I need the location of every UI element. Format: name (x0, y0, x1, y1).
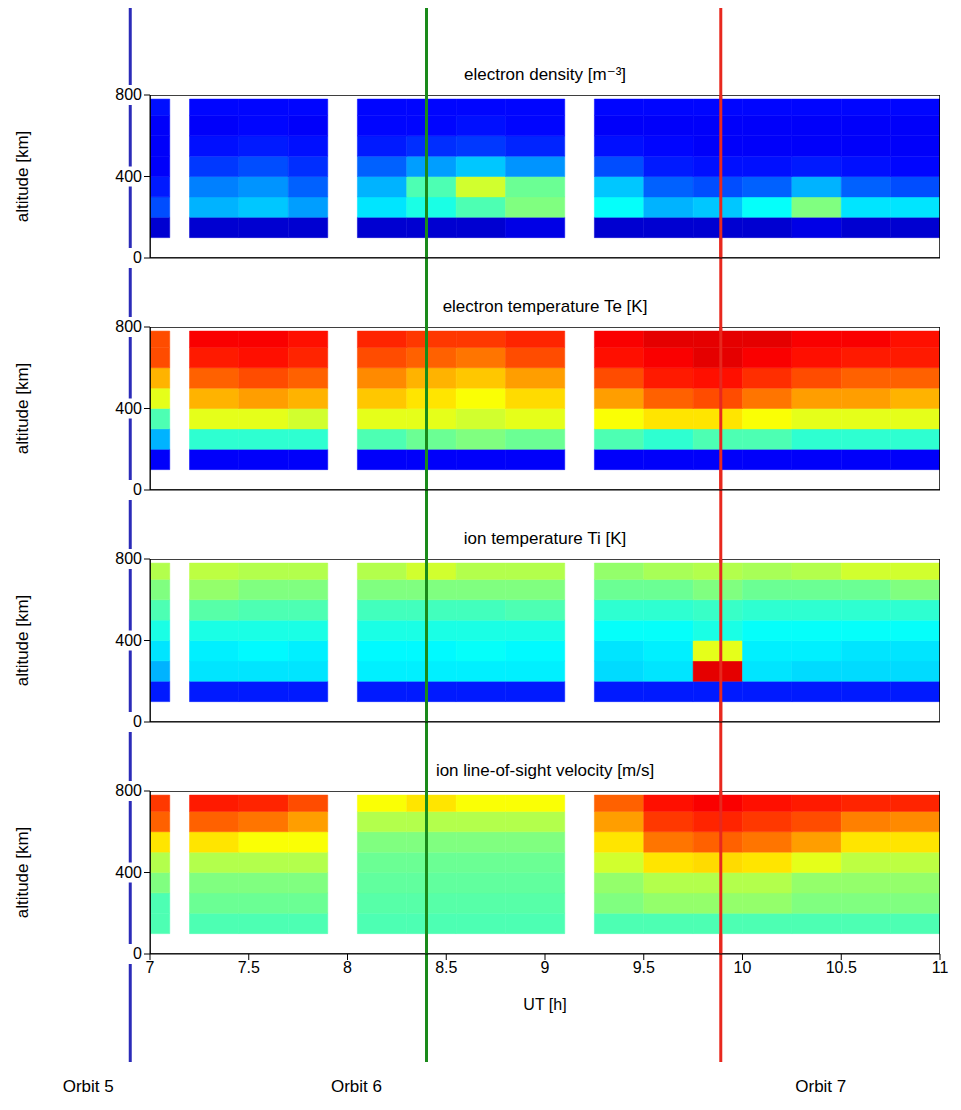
html-text:electron density [m⁻³]: electron density [m⁻³] (464, 65, 626, 84)
svg-text:9.5: 9.5 (633, 959, 655, 976)
svg-text:Orbit 5: Orbit 5 (63, 1077, 114, 1096)
svg-text:400: 400 (115, 632, 142, 649)
svg-text:800: 800 (115, 550, 142, 567)
svg-text:7.5: 7.5 (238, 959, 260, 976)
svg-text:800: 800 (115, 782, 142, 799)
svg-text:10.5: 10.5 (826, 959, 857, 976)
svg-text:10: 10 (734, 959, 752, 976)
svg-text:800: 800 (115, 86, 142, 103)
svg-text:altitude [km]: altitude [km] (13, 131, 32, 223)
svg-text:Orbit 7: Orbit 7 (795, 1077, 846, 1096)
svg-text:altitude [km]: altitude [km] (13, 363, 32, 455)
svg-text:8.5: 8.5 (435, 959, 457, 976)
svg-text:altitude [km]: altitude [km] (13, 827, 32, 919)
html-text:ion line-of-sight velocity [m/: ion line-of-sight velocity [m/s] (435, 761, 655, 780)
svg-text:400: 400 (115, 864, 142, 881)
svg-text:Orbit 6: Orbit 6 (331, 1077, 382, 1096)
svg-text:0: 0 (133, 481, 142, 498)
svg-text:400: 400 (115, 168, 142, 185)
svg-text:UT [h]: UT [h] (523, 996, 566, 1013)
svg-text:400: 400 (115, 400, 142, 417)
html-text:electron temperature Te [K]: electron temperature Te [K] (442, 297, 648, 316)
svg-text:800: 800 (115, 318, 142, 335)
svg-text:0: 0 (133, 713, 142, 730)
svg-text:9: 9 (541, 959, 550, 976)
svg-text:8: 8 (343, 959, 352, 976)
svg-text:7: 7 (146, 959, 155, 976)
html-text:ion temperature Ti [K]: ion temperature Ti [K] (463, 529, 627, 548)
svg-text:0: 0 (133, 249, 142, 266)
svg-text:11: 11 (932, 959, 949, 976)
svg-text:altitude [km]: altitude [km] (13, 595, 32, 687)
svg-text:0: 0 (133, 945, 142, 962)
